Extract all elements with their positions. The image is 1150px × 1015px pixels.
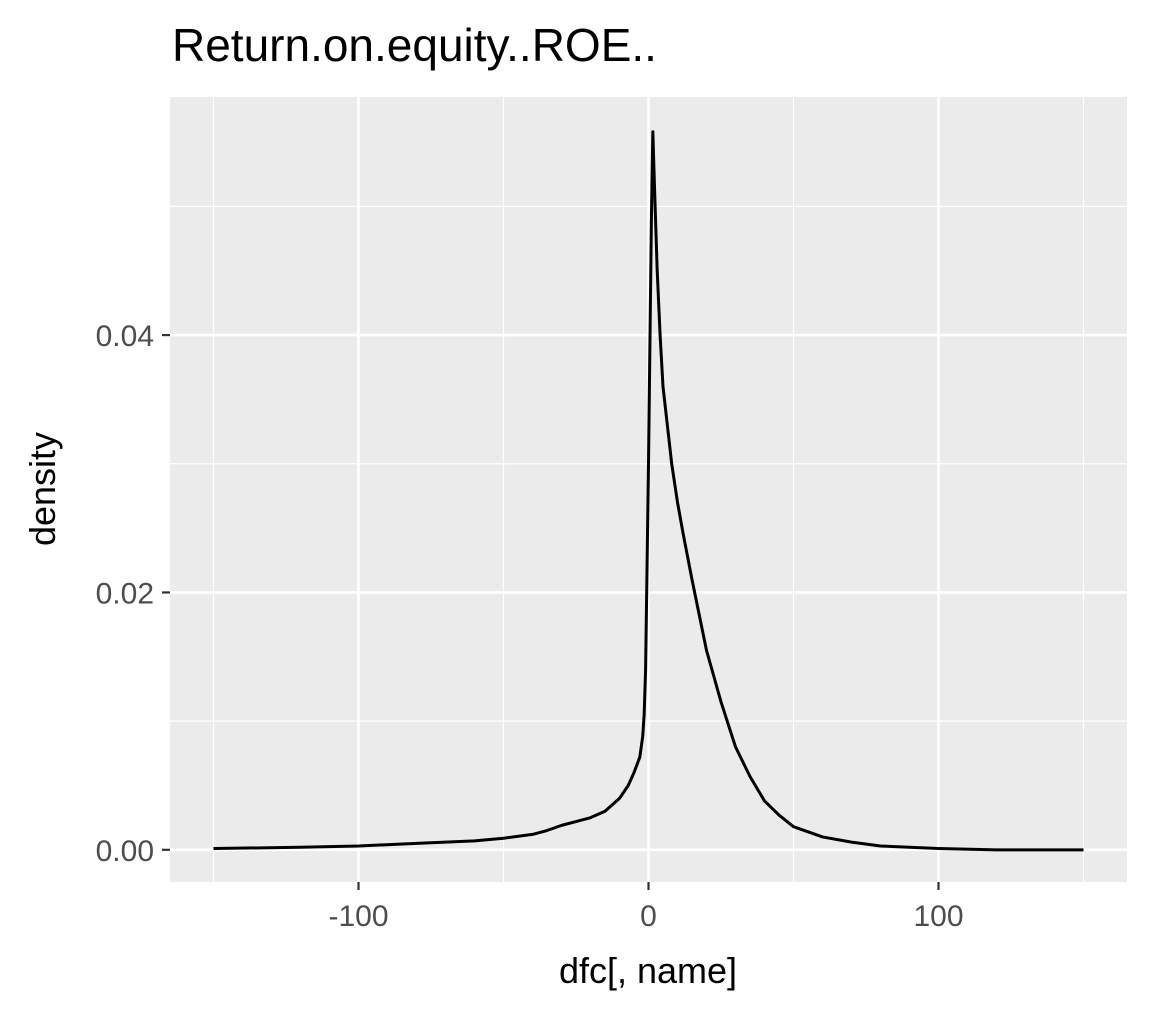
x-axis: -100 0 100 — [328, 882, 964, 933]
y-axis-title: density — [22, 432, 63, 546]
x-axis-title: dfc[, name] — [559, 950, 737, 991]
major-grid — [170, 97, 1127, 882]
density-line — [213, 130, 1084, 852]
y-tick-label: 0.04 — [96, 320, 154, 353]
x-tick-label: 100 — [913, 900, 963, 933]
y-axis: 0.00 0.02 0.04 — [96, 320, 170, 868]
x-tick-label: 0 — [640, 900, 657, 933]
x-tick-label: -100 — [328, 900, 388, 933]
chart-title: Return.on.equity..ROE.. — [172, 19, 657, 71]
y-tick-label: 0.02 — [96, 577, 154, 610]
y-tick-label: 0.00 — [96, 835, 154, 868]
